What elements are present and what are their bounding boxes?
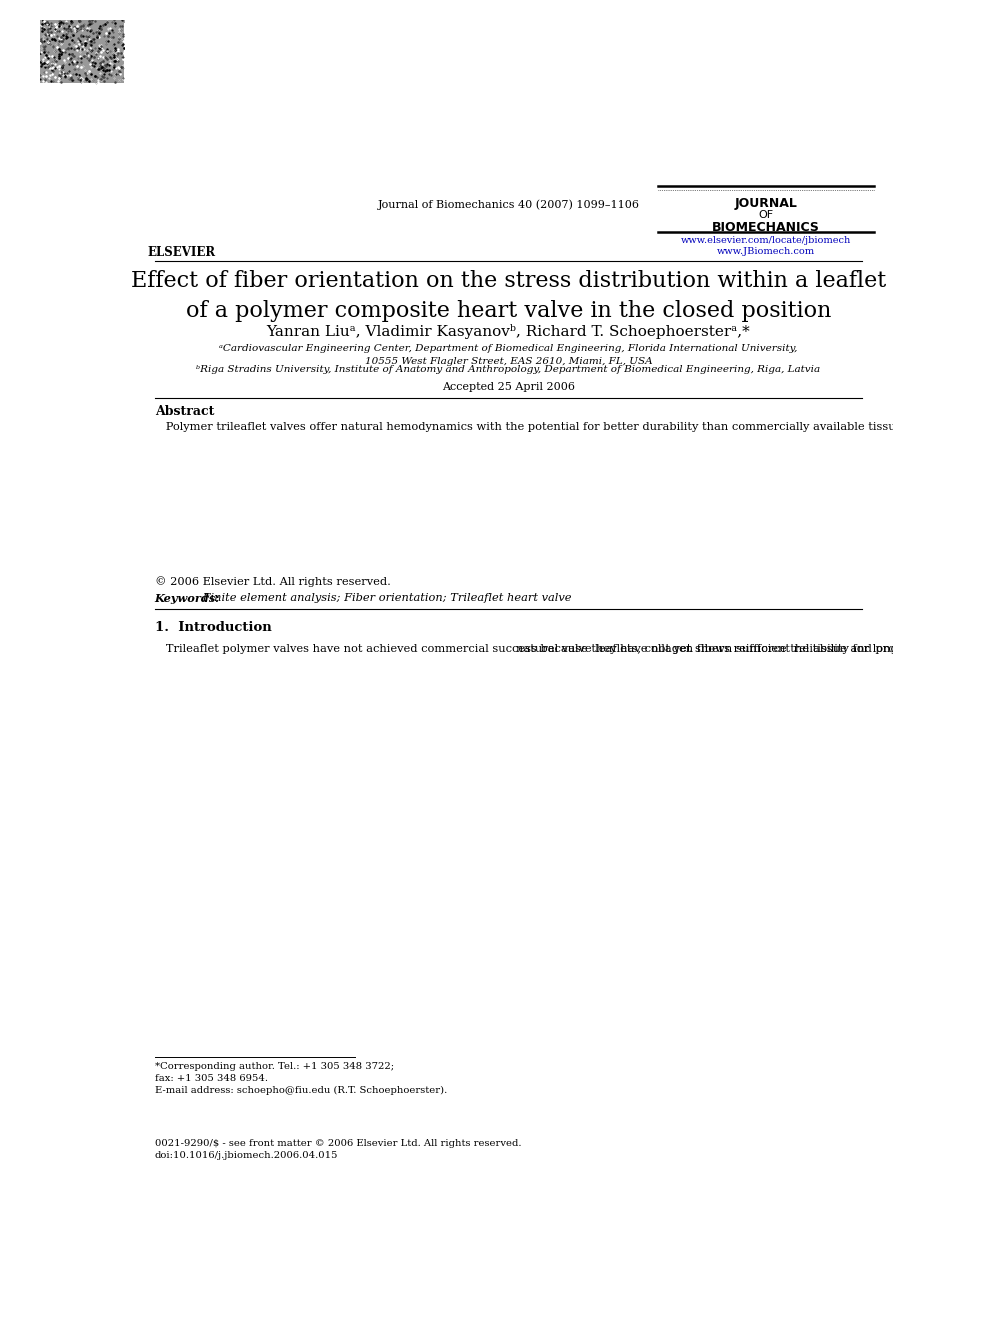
Text: Trileaflet polymer valves have not achieved commercial success because they have: Trileaflet polymer valves have not achie… xyxy=(155,644,992,655)
Text: 1.  Introduction: 1. Introduction xyxy=(155,622,272,634)
Text: www.elsevier.com/locate/jbiomech: www.elsevier.com/locate/jbiomech xyxy=(681,237,851,245)
Text: 0021-9290/$ - see front matter © 2006 Elsevier Ltd. All rights reserved.
doi:10.: 0021-9290/$ - see front matter © 2006 El… xyxy=(155,1139,521,1159)
Text: ᵇRiga Stradins University, Institute of Anatomy and Anthropology, Department of : ᵇRiga Stradins University, Institute of … xyxy=(196,365,820,373)
Text: JOURNAL: JOURNAL xyxy=(734,197,798,210)
Text: ᵃCardiovascular Engineering Center, Department of Biomedical Engineering, Florid: ᵃCardiovascular Engineering Center, Depa… xyxy=(219,344,798,365)
Text: *Corresponding author. Tel.: +1 305 348 3722;
fax: +1 305 348 6954.
E-mail addre: *Corresponding author. Tel.: +1 305 348 … xyxy=(155,1062,447,1095)
Text: Yanran Liuᵃ, Vladimir Kasyanovᵇ, Richard T. Schoephoersterᵃ,*: Yanran Liuᵃ, Vladimir Kasyanovᵇ, Richard… xyxy=(267,324,750,339)
Text: natural valve leaflets, collagen fibers reinforce the tissue and provide the req: natural valve leaflets, collagen fibers … xyxy=(516,644,992,655)
Text: OF: OF xyxy=(759,209,774,220)
Text: Keywords:: Keywords: xyxy=(155,593,220,603)
Text: Finite element analysis; Fiber orientation; Trileaflet heart valve: Finite element analysis; Fiber orientati… xyxy=(199,593,571,603)
Text: BIOMECHANICS: BIOMECHANICS xyxy=(712,221,819,234)
Text: Abstract: Abstract xyxy=(155,405,214,418)
Text: Journal of Biomechanics 40 (2007) 1099–1106: Journal of Biomechanics 40 (2007) 1099–1… xyxy=(377,200,640,210)
Bar xyxy=(40,20,124,83)
Text: Accepted 25 April 2006: Accepted 25 April 2006 xyxy=(441,382,575,392)
Text: Polymer trileaflet valves offer natural hemodynamics with the potential for bett: Polymer trileaflet valves offer natural … xyxy=(155,422,992,433)
Text: © 2006 Elsevier Ltd. All rights reserved.: © 2006 Elsevier Ltd. All rights reserved… xyxy=(155,577,391,587)
Text: ELSEVIER: ELSEVIER xyxy=(148,246,215,259)
Text: Effect of fiber orientation on the stress distribution within a leaflet
of a pol: Effect of fiber orientation on the stres… xyxy=(131,270,886,323)
Text: www.JBiomech.com: www.JBiomech.com xyxy=(717,247,815,257)
